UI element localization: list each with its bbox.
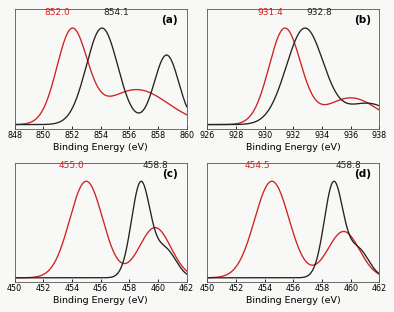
Text: 454.5: 454.5 <box>245 161 270 170</box>
Text: 854.1: 854.1 <box>104 7 130 17</box>
Text: 458.8: 458.8 <box>335 161 361 170</box>
X-axis label: Binding Energy (eV): Binding Energy (eV) <box>246 143 341 152</box>
Text: 931.4: 931.4 <box>257 7 283 17</box>
Text: 932.8: 932.8 <box>307 7 333 17</box>
X-axis label: Binding Energy (eV): Binding Energy (eV) <box>53 143 148 152</box>
X-axis label: Binding Energy (eV): Binding Energy (eV) <box>246 296 341 305</box>
Text: 458.8: 458.8 <box>143 161 168 170</box>
X-axis label: Binding Energy (eV): Binding Energy (eV) <box>53 296 148 305</box>
Text: 852.0: 852.0 <box>45 8 70 17</box>
Text: (c): (c) <box>162 168 178 178</box>
Text: (a): (a) <box>162 15 178 25</box>
Text: (d): (d) <box>354 168 371 178</box>
Text: 455.0: 455.0 <box>59 161 85 170</box>
Text: (b): (b) <box>354 15 371 25</box>
